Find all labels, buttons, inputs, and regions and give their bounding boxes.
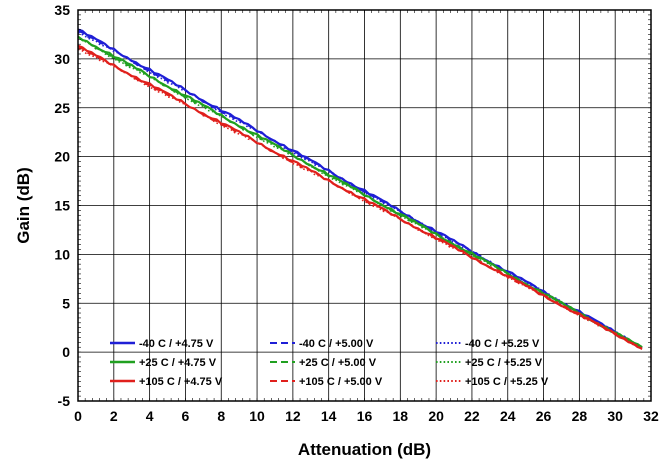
legend-label: +105 C / +5.00 V <box>299 376 383 388</box>
x-tick-label: 24 <box>500 408 516 424</box>
y-tick-label: 0 <box>62 344 70 360</box>
y-tick-label: 15 <box>54 198 70 214</box>
legend-label: -40 C / +5.00 V <box>299 338 374 350</box>
legend: -40 C / +4.75 V -40 C / +5.00 V -40 C / +5… <box>110 338 549 388</box>
x-tick-label: 10 <box>249 408 265 424</box>
legend-label: +25 C / +5.00 V <box>299 357 377 369</box>
y-tick-label: -5 <box>58 393 71 409</box>
y-tick-label: 5 <box>62 295 70 311</box>
series-lines <box>77 28 643 351</box>
x-tick-label: 6 <box>182 408 190 424</box>
y-tick-label: 30 <box>54 51 70 67</box>
grid <box>78 10 651 401</box>
axis-ticks: 0 2 4 6 8 10 12 14 16 18 20 22 24 26 28 30 32-5051015202… <box>54 2 659 424</box>
x-tick-label: 28 <box>572 408 588 424</box>
x-tick-label: 12 <box>285 408 301 424</box>
y-tick-label: 25 <box>54 100 70 116</box>
series-line <box>77 31 643 349</box>
x-tick-label: 16 <box>357 408 373 424</box>
y-axis-title: Gain (dB) <box>14 167 33 244</box>
legend-label: +25 C / +4.75 V <box>139 357 217 369</box>
y-tick-label: 35 <box>54 2 70 18</box>
x-tick-label: 30 <box>607 408 623 424</box>
y-tick-label: 10 <box>54 246 70 262</box>
x-tick-label: 2 <box>110 408 118 424</box>
x-tick-label: 4 <box>146 408 154 424</box>
x-tick-label: 22 <box>464 408 480 424</box>
y-tick-label: 20 <box>54 149 70 165</box>
x-tick-label: 20 <box>428 408 444 424</box>
series-line <box>77 47 643 351</box>
x-tick-label: 26 <box>536 408 552 424</box>
x-tick-label: 0 <box>74 408 82 424</box>
x-tick-label: 18 <box>393 408 409 424</box>
legend-label: -40 C / +4.75 V <box>139 338 214 350</box>
legend-label: -40 C / +5.25 V <box>465 338 540 350</box>
x-axis-title: Attenuation (dB) <box>298 440 431 459</box>
legend-label: +25 C / +5.25 V <box>465 357 543 369</box>
x-tick-label: 32 <box>643 408 659 424</box>
legend-label: +105 C / +4.75 V <box>139 376 223 388</box>
x-tick-label: 8 <box>217 408 225 424</box>
x-tick-label: 14 <box>321 408 337 424</box>
legend-label: +105 C / +5.25 V <box>465 376 549 388</box>
series-line <box>77 36 643 348</box>
series-line <box>77 35 643 348</box>
